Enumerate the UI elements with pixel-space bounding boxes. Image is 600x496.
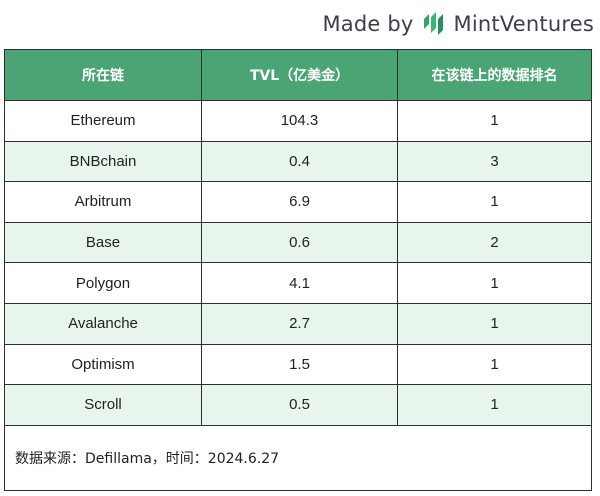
table-row: BNBchain 0.4 3	[4, 140, 592, 183]
cell-tvl: 2.7	[201, 302, 398, 345]
column-header-chain: 所在链	[4, 49, 202, 101]
cell-rank: 1	[397, 302, 592, 345]
cell-chain: Arbitrum	[4, 181, 202, 223]
cell-rank: 3	[397, 140, 592, 183]
cell-chain: Avalanche	[4, 302, 202, 345]
table-row: Base 0.6 2	[4, 221, 592, 264]
cell-rank: 2	[397, 221, 592, 264]
cell-tvl: 0.6	[201, 221, 398, 264]
cell-tvl: 0.4	[201, 140, 398, 183]
cell-tvl: 1.5	[201, 343, 398, 386]
table-row: Arbitrum 6.9 1	[4, 181, 592, 223]
cell-rank: 1	[397, 384, 592, 426]
cell-chain: Scroll	[4, 384, 202, 426]
cell-chain: BNBchain	[4, 140, 202, 183]
brand-name: MintVentures	[453, 12, 594, 36]
cell-tvl: 4.1	[201, 262, 398, 304]
brand-header: Made by MintVentures	[322, 8, 594, 40]
made-by-label: Made by	[322, 12, 414, 36]
cell-chain: Base	[4, 221, 202, 264]
footnote-row: 数据来源：Defillama，时间：2024.6.27	[4, 424, 592, 491]
cell-chain: Optimism	[4, 343, 202, 386]
cell-rank: 1	[397, 100, 592, 142]
table-row: Ethereum 104.3 1	[4, 100, 592, 142]
cell-tvl: 6.9	[201, 181, 398, 223]
cell-chain: Ethereum	[4, 100, 202, 142]
cell-chain: Polygon	[4, 262, 202, 304]
cell-rank: 1	[397, 181, 592, 223]
table-row: Optimism 1.5 1	[4, 343, 592, 386]
cell-rank: 1	[397, 262, 592, 304]
tvl-table: 所在链 TVL（亿美金） 在该链上的数据排名 Ethereum 104.3 1 …	[4, 49, 592, 491]
table-header-row: 所在链 TVL（亿美金） 在该链上的数据排名	[4, 49, 592, 101]
mint-leaf-icon	[423, 12, 443, 35]
source-footnote: 数据来源：Defillama，时间：2024.6.27	[4, 424, 592, 491]
table-row: Polygon 4.1 1	[4, 262, 592, 304]
column-header-tvl: TVL（亿美金）	[201, 49, 398, 101]
table-row: Scroll 0.5 1	[4, 384, 592, 426]
table-row: Avalanche 2.7 1	[4, 302, 592, 345]
cell-tvl: 0.5	[201, 384, 398, 426]
cell-tvl: 104.3	[201, 100, 398, 142]
column-header-rank: 在该链上的数据排名	[397, 49, 592, 101]
cell-rank: 1	[397, 343, 592, 386]
